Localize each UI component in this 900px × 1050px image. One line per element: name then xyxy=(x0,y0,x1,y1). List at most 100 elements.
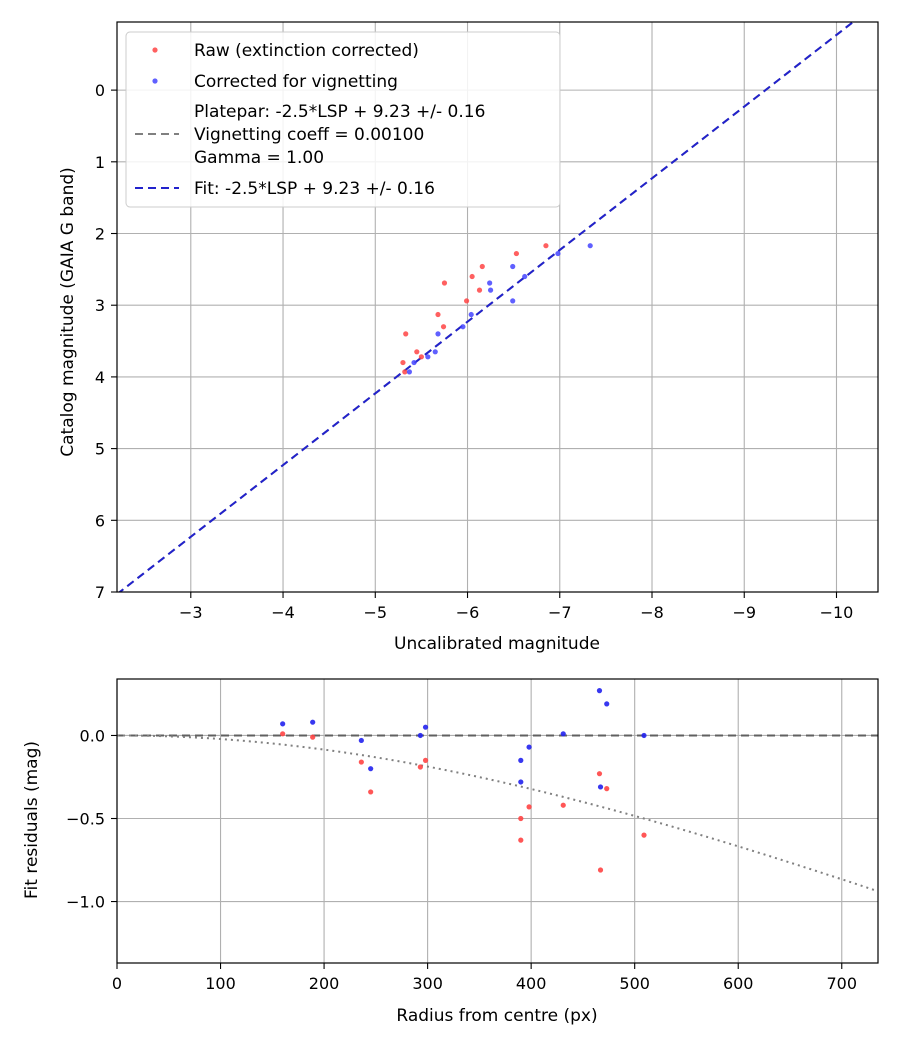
corrected-residual-point xyxy=(280,721,286,727)
y-tick-label: 3 xyxy=(95,296,105,315)
y-tick-label: −1.0 xyxy=(66,893,105,912)
corrected-point xyxy=(522,273,528,280)
raw-point xyxy=(435,311,441,318)
raw-point xyxy=(441,280,448,286)
raw-residual-point xyxy=(526,804,532,810)
corrected-point xyxy=(460,324,466,330)
top-x-ticks: −3 −4 −5 −6 −7 −8 −9 −10 xyxy=(179,592,853,622)
x-tick-label: 500 xyxy=(619,974,650,993)
corrected-point xyxy=(435,331,441,337)
corrected-residual-point xyxy=(310,719,316,725)
x-tick-label: 700 xyxy=(826,974,857,993)
y-tick-label: 7 xyxy=(95,583,105,602)
corrected-point xyxy=(487,287,494,293)
top-y-axis-label: Catalog magnitude (GAIA G band) xyxy=(58,167,78,457)
x-tick-label: −5 xyxy=(363,603,387,622)
corrected-residual-point xyxy=(604,701,610,707)
legend-raw-label: Raw (extinction corrected) xyxy=(194,41,419,61)
corrected-residual-point xyxy=(518,779,524,785)
raw-residual-point xyxy=(560,802,566,808)
raw-residual-point xyxy=(358,759,364,765)
raw-point xyxy=(479,263,485,270)
y-tick-label: 0.0 xyxy=(80,726,105,745)
y-tick-label: 5 xyxy=(95,440,105,459)
legend-corrected-marker xyxy=(152,78,158,84)
legend-platepar-label-2: Vignetting coeff = 0.00100 xyxy=(194,125,424,145)
legend-corrected-label: Corrected for vignetting xyxy=(194,72,398,92)
corrected-residual-point xyxy=(518,757,524,763)
x-tick-label: −4 xyxy=(271,603,295,622)
bottom-points xyxy=(280,688,647,873)
raw-point xyxy=(414,349,420,355)
raw-residual-point xyxy=(310,734,316,740)
legend-box xyxy=(125,31,561,208)
raw-point xyxy=(463,298,470,304)
raw-point xyxy=(476,287,483,293)
x-tick-label: −8 xyxy=(640,603,664,622)
raw-residual-point xyxy=(596,771,603,777)
y-tick-label: 6 xyxy=(95,511,105,530)
bottom-panel: 0 100 200 300 400 500 600 700 0.0 −0.5 −1.0 Radiu… xyxy=(22,678,879,1026)
y-tick-label: 2 xyxy=(95,225,105,244)
bottom-x-axis-label: Radius from centre (px) xyxy=(396,1006,597,1026)
x-tick-label: 100 xyxy=(205,974,236,993)
raw-residual-point xyxy=(280,731,286,737)
top-points xyxy=(400,243,593,375)
y-tick-label: 4 xyxy=(95,368,105,387)
corrected-point xyxy=(487,280,493,286)
raw-residual-point xyxy=(518,815,524,822)
corrected-residual-point xyxy=(526,744,532,750)
corrected-point xyxy=(510,298,516,304)
y-tick-label: −0.5 xyxy=(66,810,105,829)
corrected-residual-point xyxy=(368,766,374,772)
y-tick-label: 1 xyxy=(95,153,105,172)
legend-fit-label: Fit: -2.5*LSP + 9.23 +/- 0.16 xyxy=(194,179,435,199)
top-axes-frame xyxy=(116,21,879,593)
bottom-plot-area xyxy=(117,679,878,963)
corrected-point xyxy=(587,243,593,249)
top-y-ticks: 0 1 2 3 4 5 6 7 xyxy=(95,81,117,602)
raw-residual-point xyxy=(518,837,524,843)
x-tick-label: 400 xyxy=(516,974,547,993)
corrected-point xyxy=(555,250,561,257)
corrected-residual-point xyxy=(596,688,603,694)
x-tick-label: 600 xyxy=(723,974,754,993)
corrected-residual-point xyxy=(358,737,364,744)
corrected-residual-point xyxy=(422,724,429,730)
raw-point xyxy=(403,331,409,337)
corrected-point xyxy=(406,369,413,375)
bottom-x-ticks: 0 100 200 300 400 500 600 700 xyxy=(112,963,857,993)
corrected-point xyxy=(432,349,438,355)
bottom-y-axis-label: Fit residuals (mag) xyxy=(22,741,42,899)
fit-line xyxy=(118,22,855,592)
raw-point xyxy=(543,243,549,249)
raw-residual-point xyxy=(422,757,429,763)
raw-residual-point xyxy=(597,867,604,873)
raw-point xyxy=(440,324,447,330)
x-tick-label: −6 xyxy=(456,603,480,622)
legend: Raw (extinction corrected) Corrected for… xyxy=(125,31,561,208)
corrected-residual-point xyxy=(641,732,647,739)
raw-point xyxy=(418,354,424,360)
corrected-residual-point xyxy=(597,784,604,790)
raw-residual-point xyxy=(604,786,610,792)
x-tick-label: −9 xyxy=(732,603,756,622)
raw-point xyxy=(402,369,408,375)
corrected-residual-point xyxy=(417,732,423,739)
corrected-point xyxy=(510,263,516,270)
corrected-point xyxy=(468,311,474,318)
vignetting-curve xyxy=(117,734,878,893)
raw-residual-point xyxy=(641,832,647,838)
corrected-point xyxy=(411,359,417,366)
top-panel: −3 −4 −5 −6 −7 −8 −9 −10 0 1 2 3 4 5 6 7 Uncalibrated … xyxy=(58,21,879,654)
bottom-y-ticks: 0.0 −0.5 −1.0 xyxy=(66,726,117,912)
raw-residual-point xyxy=(417,764,423,770)
y-tick-label: 0 xyxy=(95,81,105,100)
raw-point xyxy=(513,250,520,257)
raw-residual-point xyxy=(368,789,374,795)
corrected-residual-point xyxy=(560,731,566,737)
top-lines xyxy=(118,22,855,592)
x-tick-label: 300 xyxy=(412,974,443,993)
x-tick-label: 0 xyxy=(112,974,122,993)
